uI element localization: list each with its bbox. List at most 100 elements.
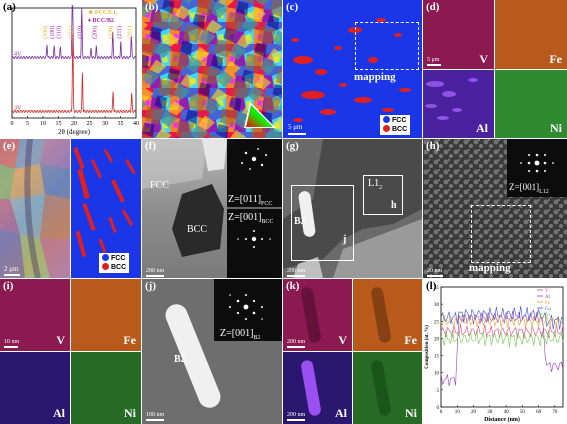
bcc-bands-e [73,146,136,258]
panel-label-g: (g) [286,140,299,152]
lp-ylabel: Composition (at. %) [425,325,430,369]
hrtem-image-h [423,139,567,278]
element-label-ni-k: Ni [405,406,417,420]
xrd-series-4V [11,5,137,60]
element-label-al-d: Al [476,121,488,135]
lp-xlabel: Distance (nm) [484,416,520,423]
scale-bar-label-h: 20 nm [427,268,443,274]
fcc-legend-dot [383,116,390,123]
lp-legend-label: V [545,289,549,294]
panel-label-f: (f) [145,140,156,152]
tem-image-f [142,139,282,278]
lp-legend-label: Co [545,307,551,312]
panel-l-line-profile: 0 10 20 30 40 50 60 70 0 5 10 15 20 25 30 35 Distance (n… [423,279,567,424]
panel-b-ipf-map: (b) [142,0,282,138]
lp-y-tick-label: 25 [434,320,440,325]
lp-y-tick-label: 20 [434,337,440,342]
phase-legend-c: FCC BCC [380,115,411,135]
lp-y-tick-label: 35 [434,286,440,291]
element-label-fe-k: Fe [404,333,417,347]
panel-label-k: (k) [286,280,300,292]
lp-legend-label: Al [545,295,551,300]
phase-legend-e: FCC BCC [99,253,130,273]
lp-frame [440,286,564,408]
element-label-v-d: V [479,52,488,66]
lp-y-tick-label: 30 [434,303,440,308]
bcc-phase-regions [291,18,411,122]
tem-image-g [283,139,422,278]
mapping-label-h: mapping [469,262,511,274]
b2-label-j: B2 [174,354,186,365]
panel-d-eds-ni: Ni [495,70,567,138]
xrd-peak-label: (311) [126,26,133,39]
xrd-peak-label: (220) [108,26,115,39]
zone-axis-j: Z=[001]B2 [220,328,261,342]
panel-d-eds-v: V 5 μm (d) [423,0,494,69]
scale-bar-label-d-top: 5 μm [427,57,440,63]
xrd-peak-label: (110) [77,26,84,39]
b2-label-g: B2 [294,216,306,227]
v-depleted-particle [301,287,321,343]
panel-k-eds-ni: Ni [353,352,422,424]
ni-particle [371,360,391,416]
panel-d-eds-fe: Fe [495,0,567,69]
panel-e-phase-right: FCC BCC [71,139,141,278]
b2-region-box [291,185,354,261]
panel-i-eds-al: Al [0,352,70,424]
scale-bar-label-g: 200 nm [287,268,306,274]
fcc-label-f: FCC [150,180,169,191]
panel-d-eds-al: Al [423,70,494,138]
fe-particle [371,287,391,343]
panel-k-eds-fe: Fe [353,279,422,351]
panel-k-eds-v: V 200 nm (k) [283,279,352,351]
lp-x-tick-label: 20 [471,410,477,415]
scale-bar-label-f: 200 nm [146,268,165,274]
lp-y-tick-label: 10 [434,372,440,377]
xrd-tick-label: 25 [87,121,93,127]
al-rich-particle [301,360,321,416]
al-rich-regions [425,78,478,120]
panel-g-tem: L12 h B2 j 200 nm (g) [283,139,422,278]
scale-bar-f [146,275,164,277]
scale-bar-i [4,346,18,348]
panel-label-a: (a) [3,1,16,13]
panel-label-h: (h) [426,140,440,152]
panel-label-i: (i) [3,280,14,292]
ipf-grain-map [142,0,282,138]
element-label-ni-i: Ni [124,406,136,420]
xrd-tick-label: 30 [102,121,108,127]
lp-series-Co [440,305,564,330]
scale-bar-label-i: 10 nm [4,339,20,345]
lp-y-tick-label: 5 [437,389,440,394]
panel-e-ipf-left: 2 μm (e) [0,139,70,278]
scale-bar-j [146,419,164,421]
xrd-legend-entry: ♦ BCC/B2 [88,18,114,24]
lp-series-Fe [440,314,564,328]
xrd-tick-label: 15 [56,121,62,127]
scale-bar-g [287,275,305,277]
bcc-label-f: BCC [187,224,208,235]
xrd-peak-label: (211) [116,26,123,39]
xrd-peak-label: (111) [67,26,74,39]
xrd-legend-entry: ★ FCC/L1₂ [88,9,118,16]
scale-bar-label-k-top: 200 nm [287,339,306,345]
lp-x-tick-label: 70 [552,410,558,415]
zone-axis-bcc-f: Z=[001]BCC [228,212,274,226]
panel-h-hrtem: Z=[001]L12 mapping 20 nm (h) [423,139,567,278]
bcc-legend-dot-e [102,263,109,270]
bcc-legend-label: BCC [392,126,408,133]
lp-x-tick-label: 40 [504,410,510,415]
panel-label-b: (b) [145,1,159,13]
lp-series-V [440,324,564,339]
fcc-legend-label-e: FCC [111,255,126,262]
xrd-series-label: 3V [14,105,22,111]
line-profile-chart-svg: 0 10 20 30 40 50 60 70 0 5 10 15 20 25 30 35 Distance (n… [425,286,564,423]
bcc-legend-label-e: BCC [111,264,127,271]
fcc-legend-label: FCC [392,117,407,124]
bcc-legend-dot [383,125,390,132]
xrd-tick-label: 10 [40,121,46,127]
scale-bar-label-e: 2 μm [4,265,19,273]
tem-image-j [165,279,282,408]
panel-label-e: (e) [3,140,16,152]
